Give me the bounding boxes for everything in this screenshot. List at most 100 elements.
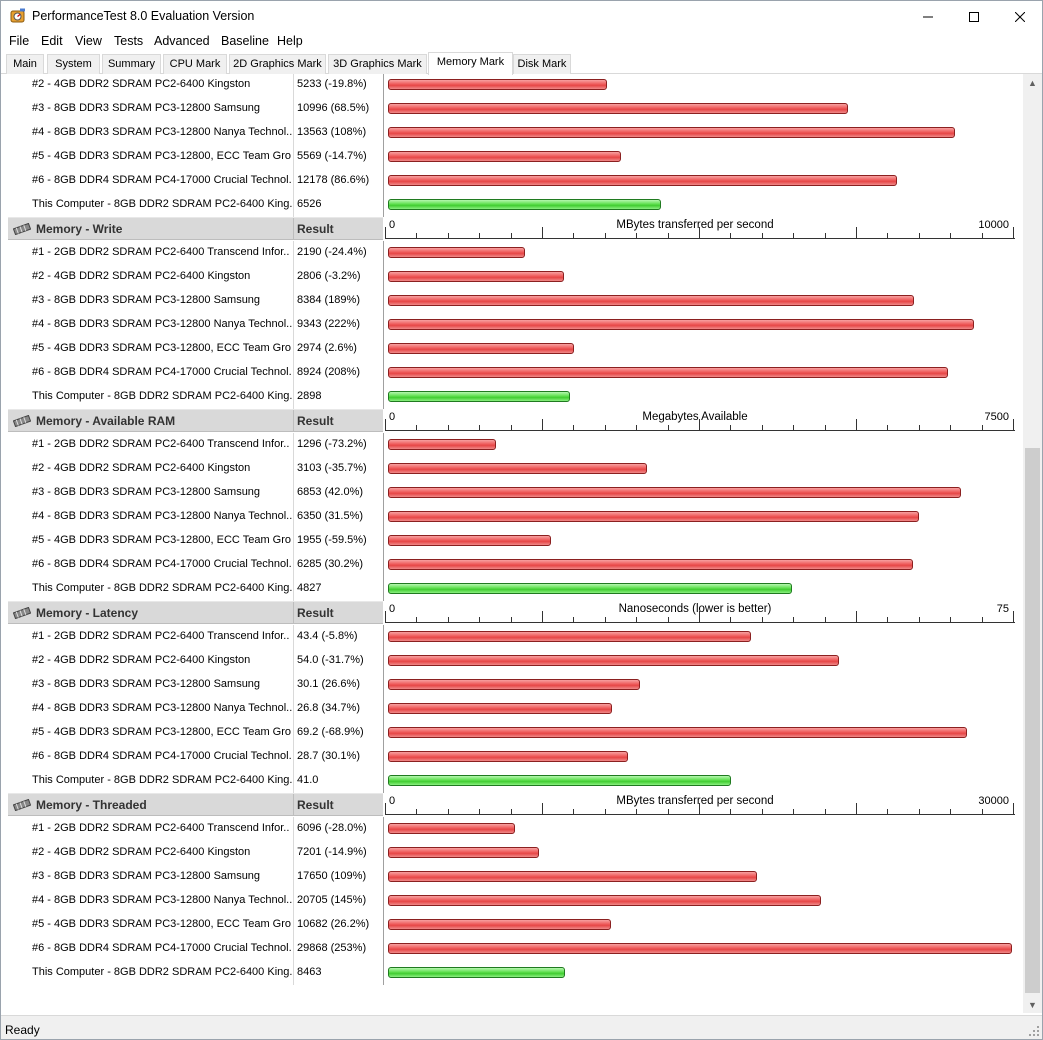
result-row[interactable]: This Computer - 8GB DDR2 SDRAM PC2-6400 …	[1, 961, 1023, 985]
result-row[interactable]: This Computer - 8GB DDR2 SDRAM PC2-6400 …	[1, 385, 1023, 409]
result-row[interactable]: #1 - 2GB DDR2 SDRAM PC2-6400 Transcend I…	[1, 625, 1023, 649]
axis-tick	[887, 425, 888, 431]
tab-main[interactable]: Main	[6, 54, 44, 74]
chart-axis: 0 MBytes transferred per second 30000	[385, 793, 1017, 817]
menu-bar: File Edit View Tests Advanced Baseline H…	[1, 32, 1042, 52]
result-column-header[interactable]: Result	[297, 606, 334, 620]
result-row[interactable]: #3 - 8GB DDR3 SDRAM PC3-12800 Samsung 109…	[1, 97, 1023, 121]
result-row[interactable]: #4 - 8GB DDR3 SDRAM PC3-12800 Nanya Tech…	[1, 697, 1023, 721]
result-row[interactable]: #2 - 4GB DDR2 SDRAM PC2-6400 Kingston 54.…	[1, 649, 1023, 673]
axis-tick	[479, 425, 480, 431]
resize-grip-icon[interactable]	[1028, 1025, 1040, 1037]
column-divider	[293, 433, 294, 601]
menu-view[interactable]: View	[75, 34, 102, 48]
axis-tick	[919, 425, 920, 431]
result-row[interactable]: #5 - 4GB DDR3 SDRAM PC3-12800, ECC Team …	[1, 145, 1023, 169]
scrollbar-thumb[interactable]	[1025, 448, 1040, 993]
result-row[interactable]: #2 - 4GB DDR2 SDRAM PC2-6400 Kingston 310…	[1, 457, 1023, 481]
result-row[interactable]: #6 - 8GB DDR4 SDRAM PC4-17000 Crucial Te…	[1, 553, 1023, 577]
axis-tick	[762, 617, 763, 623]
tab-summary[interactable]: Summary	[102, 54, 161, 74]
result-row[interactable]: #3 - 8GB DDR3 SDRAM PC3-12800 Samsung 30.…	[1, 673, 1023, 697]
result-row[interactable]: #6 - 8GB DDR4 SDRAM PC4-17000 Crucial Te…	[1, 745, 1023, 769]
baseline-bar	[388, 511, 919, 522]
result-row[interactable]: #3 - 8GB DDR3 SDRAM PC3-12800 Samsung 176…	[1, 865, 1023, 889]
result-row[interactable]: #5 - 4GB DDR3 SDRAM PC3-12800, ECC Team …	[1, 913, 1023, 937]
axis-tick	[1013, 419, 1014, 431]
this-computer-bar	[388, 199, 661, 210]
result-row[interactable]: #1 - 2GB DDR2 SDRAM PC2-6400 Transcend I…	[1, 433, 1023, 457]
result-row[interactable]: #6 - 8GB DDR4 SDRAM PC4-17000 Crucial Te…	[1, 169, 1023, 193]
section-header[interactable]: Memory - Available RAM Result	[8, 409, 383, 432]
section-header[interactable]: Memory - Latency Result	[8, 601, 383, 624]
chart-axis: 0 Megabytes Available 7500	[385, 409, 1017, 433]
result-row[interactable]: #2 - 4GB DDR2 SDRAM PC2-6400 Kingston 523…	[1, 74, 1023, 97]
result-column-header[interactable]: Result	[297, 798, 334, 812]
row-result: 12178 (86.6%)	[297, 174, 370, 186]
row-name: #5 - 4GB DDR3 SDRAM PC3-12800, ECC Team …	[32, 534, 292, 546]
axis-tick	[730, 617, 731, 623]
result-row[interactable]: #2 - 4GB DDR2 SDRAM PC2-6400 Kingston 280…	[1, 265, 1023, 289]
result-row[interactable]: #5 - 4GB DDR3 SDRAM PC3-12800, ECC Team …	[1, 337, 1023, 361]
result-row[interactable]: #4 - 8GB DDR3 SDRAM PC3-12800 Nanya Tech…	[1, 505, 1023, 529]
baseline-bar	[388, 535, 551, 546]
baseline-bar	[388, 439, 496, 450]
menu-edit[interactable]: Edit	[41, 34, 63, 48]
axis-max-label: 30000	[978, 795, 1009, 807]
axis-tick	[856, 227, 857, 239]
result-row[interactable]: #5 - 4GB DDR3 SDRAM PC3-12800, ECC Team …	[1, 529, 1023, 553]
axis-tick	[950, 425, 951, 431]
result-row[interactable]: #2 - 4GB DDR2 SDRAM PC2-6400 Kingston 720…	[1, 841, 1023, 865]
section-header[interactable]: Memory - Write Result	[8, 217, 383, 240]
row-name: #6 - 8GB DDR4 SDRAM PC4-17000 Crucial Te…	[32, 558, 292, 570]
axis-tick	[416, 233, 417, 239]
menu-help[interactable]: Help	[277, 34, 303, 48]
result-row[interactable]: This Computer - 8GB DDR2 SDRAM PC2-6400 …	[1, 769, 1023, 793]
maximize-icon	[969, 11, 979, 22]
result-column-header[interactable]: Result	[297, 414, 334, 428]
result-row[interactable]: #6 - 8GB DDR4 SDRAM PC4-17000 Crucial Te…	[1, 937, 1023, 961]
tab-cpu-mark[interactable]: CPU Mark	[163, 54, 227, 74]
section-header[interactable]: Memory - Threaded Result	[8, 793, 383, 816]
tab-system[interactable]: System	[47, 54, 100, 74]
axis-tick	[856, 419, 857, 431]
result-row[interactable]: #3 - 8GB DDR3 SDRAM PC3-12800 Samsung 838…	[1, 289, 1023, 313]
result-row[interactable]: #4 - 8GB DDR3 SDRAM PC3-12800 Nanya Tech…	[1, 121, 1023, 145]
result-column-header[interactable]: Result	[297, 222, 334, 236]
menu-baseline[interactable]: Baseline	[221, 34, 269, 48]
result-row[interactable]: #4 - 8GB DDR3 SDRAM PC3-12800 Nanya Tech…	[1, 889, 1023, 913]
result-row[interactable]: #4 - 8GB DDR3 SDRAM PC3-12800 Nanya Tech…	[1, 313, 1023, 337]
result-row[interactable]: #1 - 2GB DDR2 SDRAM PC2-6400 Transcend I…	[1, 817, 1023, 841]
minimize-button[interactable]	[905, 1, 951, 32]
close-button[interactable]	[997, 1, 1043, 32]
baseline-bar	[388, 127, 955, 138]
scroll-up-arrow-icon[interactable]: ▲	[1028, 77, 1037, 88]
row-name: This Computer - 8GB DDR2 SDRAM PC2-6400 …	[32, 774, 292, 786]
result-row[interactable]: #3 - 8GB DDR3 SDRAM PC3-12800 Samsung 685…	[1, 481, 1023, 505]
row-result: 26.8 (34.7%)	[297, 702, 360, 714]
result-row[interactable]: #5 - 4GB DDR3 SDRAM PC3-12800, ECC Team …	[1, 721, 1023, 745]
axis-tick	[668, 617, 669, 623]
tab-memory-mark[interactable]: Memory Mark	[428, 52, 513, 75]
row-name: #2 - 4GB DDR2 SDRAM PC2-6400 Kingston	[32, 78, 251, 90]
minimize-icon	[923, 16, 933, 17]
menu-file[interactable]: File	[9, 34, 30, 48]
row-result: 9343 (222%)	[297, 318, 360, 330]
vertical-scrollbar[interactable]: ▲ ▼	[1023, 74, 1042, 1013]
menu-tests[interactable]: Tests	[114, 34, 144, 48]
tab-disk-mark[interactable]: Disk Mark	[513, 54, 571, 74]
baseline-bar	[388, 559, 913, 570]
result-row[interactable]: #1 - 2GB DDR2 SDRAM PC2-6400 Transcend I…	[1, 241, 1023, 265]
result-row[interactable]: This Computer - 8GB DDR2 SDRAM PC2-6400 …	[1, 193, 1023, 217]
row-name: This Computer - 8GB DDR2 SDRAM PC2-6400 …	[32, 390, 292, 402]
result-row[interactable]: This Computer - 8GB DDR2 SDRAM PC2-6400 …	[1, 577, 1023, 601]
tab-2d-graphics-mark[interactable]: 2D Graphics Mark	[229, 54, 326, 74]
menu-advanced[interactable]: Advanced	[154, 34, 210, 48]
result-row[interactable]: #6 - 8GB DDR4 SDRAM PC4-17000 Crucial Te…	[1, 361, 1023, 385]
row-name: #4 - 8GB DDR3 SDRAM PC3-12800 Nanya Tech…	[32, 702, 292, 714]
axis-tick	[605, 233, 606, 239]
tab-3d-graphics-mark[interactable]: 3D Graphics Mark	[328, 54, 427, 74]
axis-tick	[385, 803, 386, 815]
maximize-button[interactable]	[951, 1, 997, 32]
scroll-down-arrow-icon[interactable]: ▼	[1028, 999, 1037, 1010]
